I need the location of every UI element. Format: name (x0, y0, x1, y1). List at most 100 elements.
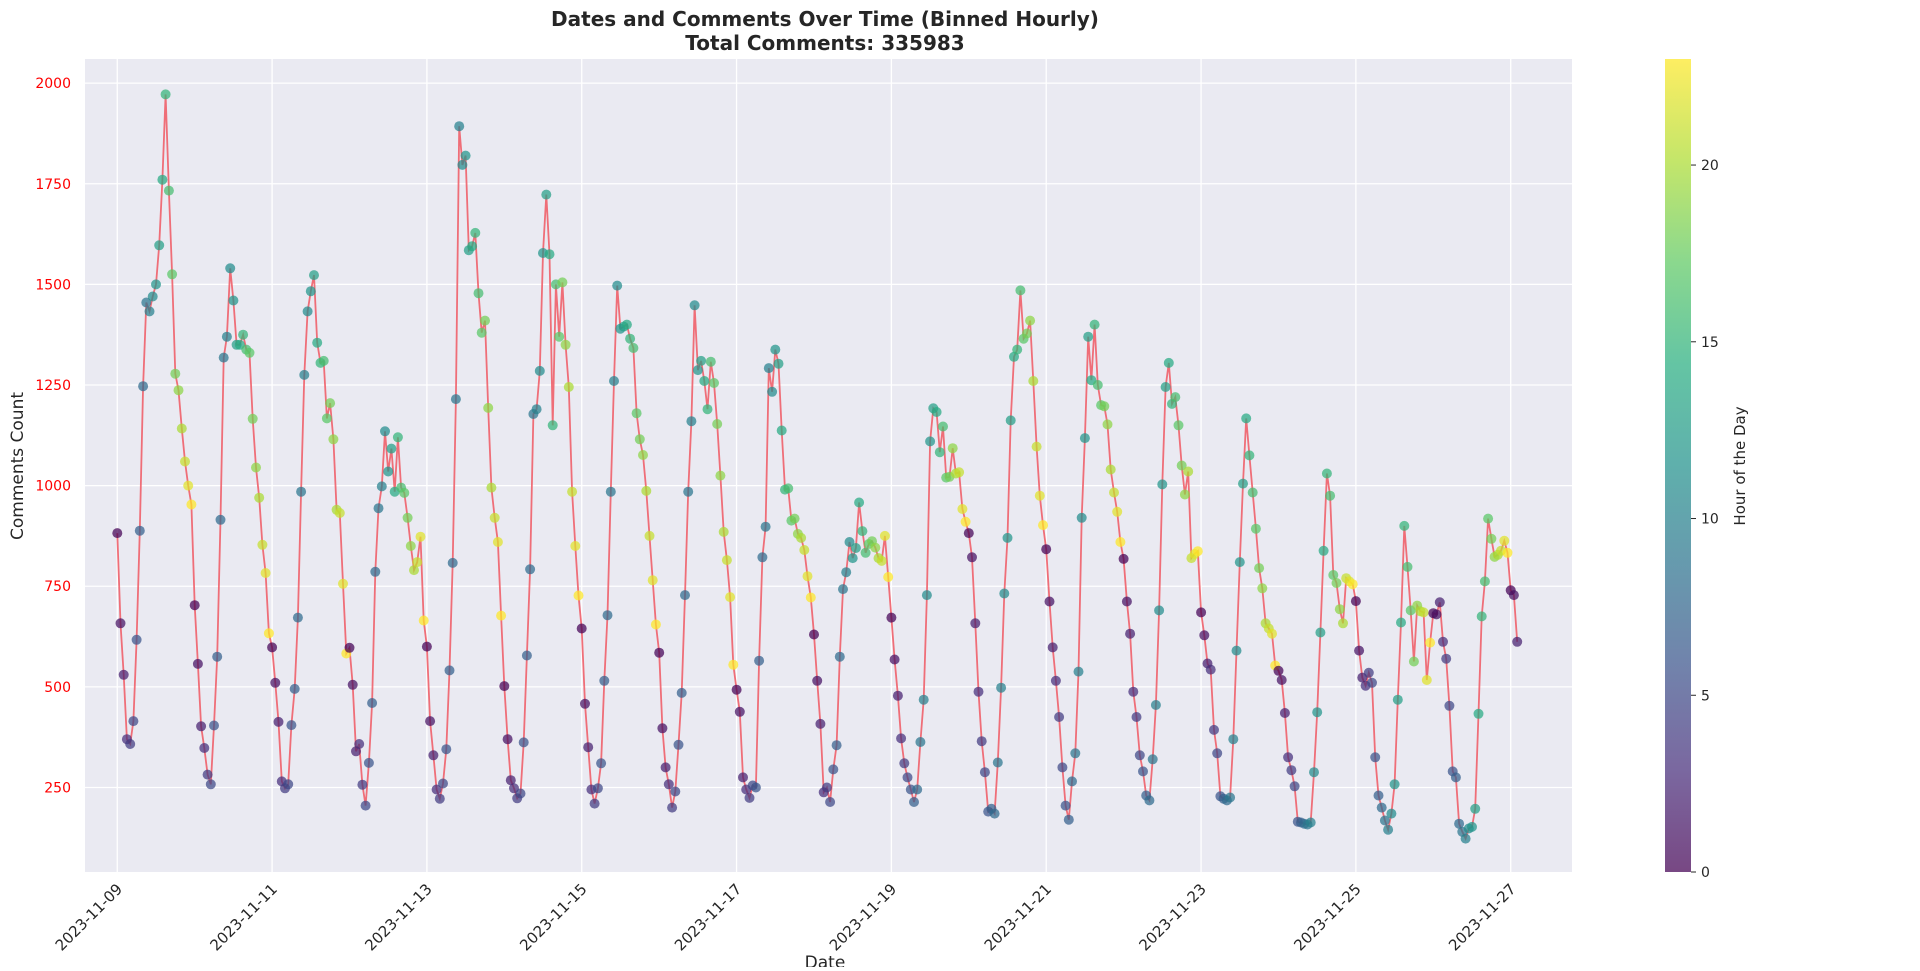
data-point (638, 450, 648, 460)
data-point (334, 508, 345, 518)
data-point (254, 492, 265, 503)
data-point (850, 543, 861, 553)
data-point (796, 532, 807, 543)
data-point (1118, 553, 1129, 564)
data-point (157, 174, 168, 185)
data-point (1408, 656, 1419, 667)
data-point (841, 567, 852, 578)
data-point (660, 762, 671, 773)
data-point (876, 555, 887, 566)
data-point (1121, 596, 1132, 607)
data-point (1073, 666, 1084, 677)
data-point (1431, 609, 1442, 620)
data-point (815, 718, 826, 729)
data-point (1067, 776, 1077, 787)
data-point (499, 681, 510, 692)
data-point (183, 480, 194, 491)
data-point (1205, 664, 1216, 675)
data-point (544, 249, 555, 260)
data-point (1470, 803, 1481, 814)
data-point (321, 413, 332, 424)
data-point (599, 675, 610, 686)
data-point (412, 557, 423, 568)
data-point (612, 280, 623, 291)
data-point (567, 486, 578, 497)
x-tick-label: 2023-11-13 (361, 880, 435, 954)
data-point (1454, 818, 1465, 829)
data-point (1131, 712, 1142, 722)
data-point (247, 413, 258, 424)
data-point (625, 333, 636, 344)
data-point (1031, 441, 1042, 452)
data-point (641, 485, 652, 496)
data-point (192, 658, 203, 669)
data-point (1105, 464, 1116, 475)
data-point (431, 784, 442, 795)
data-point (650, 619, 661, 630)
data-point (1128, 686, 1139, 697)
data-point (302, 306, 313, 317)
data-point (857, 526, 868, 537)
data-point (112, 528, 123, 539)
data-point (370, 566, 381, 577)
data-point (1418, 607, 1429, 618)
data-point (999, 588, 1010, 599)
data-point (583, 742, 594, 753)
data-point (1486, 533, 1497, 544)
colorbar-tick-label: 10 (1701, 512, 1719, 528)
data-point (834, 651, 845, 662)
data-point (1279, 708, 1290, 718)
data-point (921, 590, 932, 601)
data-point (1396, 617, 1406, 628)
data-point (744, 792, 755, 803)
data-point (305, 286, 316, 297)
data-point (1254, 563, 1265, 574)
y-tick-label: 750 (44, 579, 71, 595)
data-point (209, 720, 219, 731)
data-point (1276, 675, 1287, 685)
data-point (228, 295, 239, 306)
data-point (373, 503, 384, 514)
data-point (225, 263, 236, 274)
data-point (525, 564, 536, 575)
data-point (1170, 392, 1181, 403)
data-point (1234, 557, 1245, 568)
data-point (531, 404, 542, 415)
data-point (979, 767, 990, 778)
data-point (1005, 415, 1016, 426)
data-point (686, 416, 697, 427)
data-point (215, 514, 226, 525)
data-point (879, 530, 890, 541)
data-point (505, 775, 516, 786)
data-point (647, 575, 658, 586)
data-point (996, 682, 1007, 693)
data-point (654, 647, 665, 658)
data-point (409, 565, 419, 576)
data-point (912, 784, 923, 795)
data-point (1425, 637, 1436, 648)
data-point (1347, 579, 1358, 590)
y-tick-label: 1500 (35, 277, 71, 293)
data-point (347, 679, 358, 690)
data-point (1267, 628, 1277, 639)
data-point (1402, 561, 1413, 572)
data-point (1241, 413, 1252, 424)
data-point (1350, 596, 1361, 607)
data-point (238, 329, 249, 340)
data-point (1212, 748, 1223, 759)
data-point (1044, 596, 1055, 607)
y-tick-label: 500 (44, 680, 71, 696)
data-point (1289, 781, 1300, 792)
data-point (454, 121, 465, 132)
data-point (212, 651, 223, 662)
data-point (557, 277, 568, 288)
data-point (1225, 792, 1236, 803)
data-point (1150, 700, 1161, 710)
x-tick-label: 2023-11-09 (52, 880, 126, 954)
x-tick-label: 2023-11-25 (1290, 880, 1364, 954)
data-point (644, 530, 655, 541)
data-point (1057, 762, 1068, 773)
data-point (992, 757, 1003, 768)
data-point (896, 733, 907, 744)
data-point (202, 769, 213, 780)
